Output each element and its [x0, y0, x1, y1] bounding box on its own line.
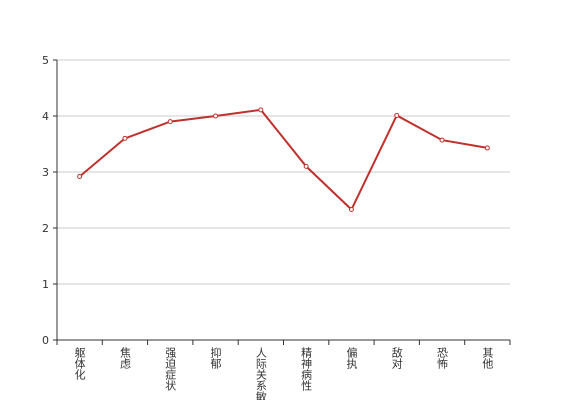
x-tick-label: 人际关系敏感 — [254, 347, 267, 400]
y-tick-label: 4 — [42, 110, 49, 123]
line — [79, 108, 488, 212]
point — [394, 112, 400, 118]
y-tick-label: 3 — [42, 166, 49, 179]
x-tick-label: 焦虑 — [118, 347, 131, 369]
y-tick-label: 2 — [42, 222, 49, 235]
point — [484, 145, 490, 151]
x-tick-label: 恐怖 — [436, 347, 449, 369]
x-tick-label: 躯体化 — [73, 347, 86, 381]
y-tick-label: 1 — [42, 278, 49, 291]
point — [213, 113, 219, 119]
point — [348, 207, 354, 213]
point — [122, 135, 128, 141]
point — [439, 137, 445, 143]
y-tick-label: 5 — [42, 54, 49, 67]
point — [167, 119, 173, 125]
x-tick-label: 其他 — [481, 347, 494, 369]
x-tick-label: 强迫症状 — [164, 347, 177, 391]
point — [303, 163, 309, 169]
y-tick-label: 0 — [42, 334, 49, 347]
x-tick-label: 偏执 — [345, 346, 358, 370]
x-tick-label: 敌对 — [390, 346, 403, 369]
point — [258, 107, 264, 113]
point — [77, 173, 83, 179]
x-tick-label: 精神病性 — [300, 347, 313, 392]
x-tick-label: 抑郁 — [209, 346, 222, 369]
